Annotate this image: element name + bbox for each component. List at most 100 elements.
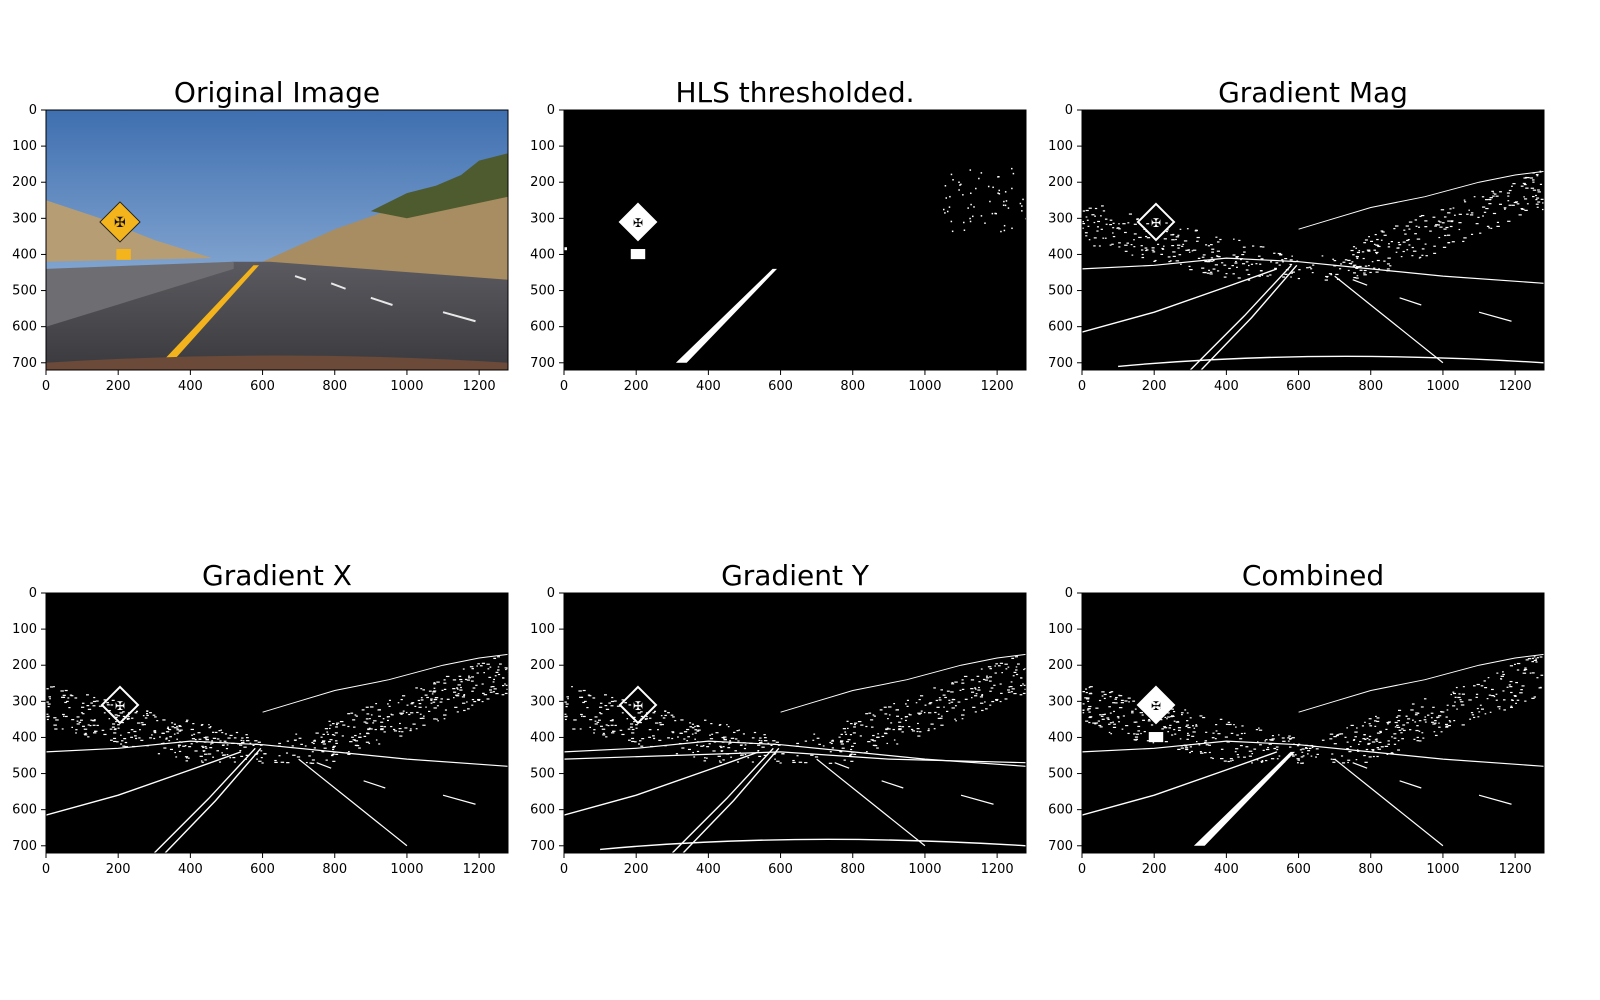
- x-tick-label: 1000: [390, 862, 423, 877]
- x-tick-label: 600: [768, 379, 793, 394]
- y-tick-label: 100: [1048, 622, 1073, 637]
- y-tick-label: 400: [1048, 730, 1073, 745]
- y-tick-label: 500: [12, 284, 37, 299]
- x-tick-label: 600: [1286, 862, 1311, 877]
- y-tick-label: 500: [1048, 284, 1073, 299]
- x-tick-label: 0: [42, 862, 50, 877]
- x-tick-label: 800: [322, 862, 347, 877]
- y-tick-label: 0: [1065, 103, 1073, 118]
- x-tick-label: 200: [106, 379, 131, 394]
- y-tick-label: 600: [12, 320, 37, 335]
- x-tick-label: 0: [560, 862, 568, 877]
- subplot-3: Gradient Mag ✠ 0 200 400 600 800 1000 1200 0 100 20…: [1048, 76, 1545, 394]
- x-tick-label: 0: [1078, 862, 1086, 877]
- y-tick-label: 700: [1048, 839, 1073, 854]
- x-tick-label: 200: [106, 862, 131, 877]
- y-tick-label: 500: [530, 284, 555, 299]
- x-tick-label: 200: [624, 379, 649, 394]
- subplot-5: Gradient Y✠ 0 200 400 600 800 1000 1200 0 100 200 3…: [530, 559, 1027, 877]
- x-tick-label: 1200: [463, 379, 496, 394]
- x-tick-label: 1200: [981, 862, 1014, 877]
- y-tick-label: 200: [1048, 175, 1073, 190]
- x-tick-label: 600: [1286, 379, 1311, 394]
- svg-text:✠: ✠: [633, 216, 643, 230]
- subplot-2: HLS thresholded. ✠ 0 200 400 600 800 1000 1200 0 1…: [530, 76, 1027, 394]
- y-tick-label: 400: [12, 730, 37, 745]
- svg-text:✠: ✠: [114, 215, 126, 231]
- subplot-title: Gradient Mag: [1218, 76, 1408, 109]
- y-tick-label: 100: [530, 622, 555, 637]
- x-tick-label: 0: [1078, 379, 1086, 394]
- x-tick-label: 400: [1214, 379, 1239, 394]
- x-tick-label: 400: [178, 862, 203, 877]
- x-tick-label: 200: [624, 862, 649, 877]
- y-tick-label: 0: [547, 103, 555, 118]
- binary-mask-image: ✠: [564, 593, 1026, 853]
- y-tick-label: 300: [530, 694, 555, 709]
- binary-mask-image: ✠: [1082, 110, 1544, 370]
- subplot-title: Original Image: [174, 76, 380, 109]
- y-tick-label: 300: [12, 211, 37, 226]
- x-tick-label: 800: [840, 862, 865, 877]
- y-tick-label: 200: [12, 658, 37, 673]
- y-tick-label: 100: [1048, 139, 1073, 154]
- y-tick-label: 300: [1048, 694, 1073, 709]
- subplot-6: Combined ✠ 0 200 400 600 800 1000 1200 0 100 200 300…: [1048, 559, 1545, 877]
- svg-text:✠: ✠: [1151, 699, 1161, 713]
- subplot-title: HLS thresholded.: [675, 76, 914, 109]
- y-tick-label: 700: [12, 356, 37, 371]
- x-tick-label: 800: [1358, 862, 1383, 877]
- axes-frame: [1081, 109, 1545, 371]
- y-tick-label: 300: [1048, 211, 1073, 226]
- y-tick-label: 400: [1048, 247, 1073, 262]
- x-tick-label: 400: [696, 862, 721, 877]
- subplot-title: Gradient X: [202, 559, 352, 592]
- x-tick-label: 0: [560, 379, 568, 394]
- x-tick-label: 1200: [1499, 862, 1532, 877]
- y-tick-label: 400: [530, 730, 555, 745]
- subplot-1: Original Image ✠ 0 200 400 600 800 1000 1200 0 100…: [12, 76, 509, 394]
- axes-frame: [45, 109, 509, 371]
- binary-mask-image: ✠: [46, 593, 508, 853]
- y-tick-label: 700: [1048, 356, 1073, 371]
- x-tick-label: 1000: [908, 379, 941, 394]
- subplot-title: Gradient Y: [721, 559, 870, 592]
- y-tick-label: 500: [530, 767, 555, 782]
- x-tick-label: 600: [250, 379, 275, 394]
- panels-layer: Original Image✠0 200 400 600 800 1000 12000100…: [12, 76, 1545, 877]
- y-tick-label: 600: [1048, 320, 1073, 335]
- subplot-title: Combined: [1242, 559, 1384, 592]
- y-tick-label: 0: [29, 103, 37, 118]
- y-tick-label: 500: [1048, 767, 1073, 782]
- x-tick-label: 400: [178, 379, 203, 394]
- y-tick-label: 600: [530, 320, 555, 335]
- x-tick-label: 200: [1142, 379, 1167, 394]
- y-tick-label: 0: [1065, 586, 1073, 601]
- y-tick-label: 600: [530, 803, 555, 818]
- y-tick-label: 200: [530, 658, 555, 673]
- x-tick-label: 0: [42, 379, 50, 394]
- subplot-4: Gradient X✠ 0 200 400 600 800 1000 1200 0 100 200 3…: [12, 559, 509, 877]
- y-tick-label: 300: [12, 694, 37, 709]
- y-tick-label: 700: [530, 839, 555, 854]
- x-tick-label: 1000: [908, 862, 941, 877]
- x-tick-label: 1000: [390, 379, 423, 394]
- x-tick-label: 600: [768, 862, 793, 877]
- binary-mask-image: ✠: [1082, 593, 1544, 853]
- x-tick-label: 1200: [463, 862, 496, 877]
- x-tick-label: 400: [696, 379, 721, 394]
- y-tick-label: 100: [12, 622, 37, 637]
- y-tick-label: 200: [12, 175, 37, 190]
- y-tick-label: 600: [1048, 803, 1073, 818]
- y-tick-label: 500: [12, 767, 37, 782]
- axes-frame: [563, 592, 1027, 854]
- y-tick-label: 0: [29, 586, 37, 601]
- x-tick-label: 1000: [1426, 862, 1459, 877]
- axes-frame: [563, 109, 1027, 371]
- x-tick-label: 1200: [981, 379, 1014, 394]
- y-tick-label: 200: [1048, 658, 1073, 673]
- y-tick-label: 100: [530, 139, 555, 154]
- svg-text:✠: ✠: [1151, 216, 1161, 230]
- y-tick-label: 100: [12, 139, 37, 154]
